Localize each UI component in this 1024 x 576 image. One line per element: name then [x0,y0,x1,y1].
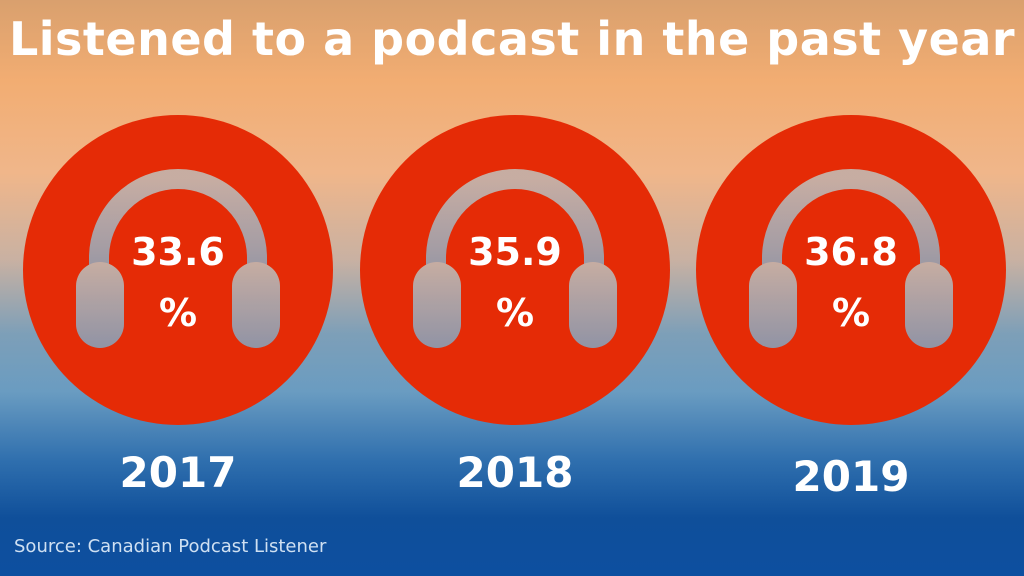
value-badge-2019: 36.8% 2019 [696,115,1006,501]
headphone-band [426,169,604,298]
chart-title: Listened to a podcast in the past year [8,12,1016,66]
headphones-icon [749,169,953,348]
value-label: 36.8 [804,230,898,274]
value-badge-2017: 33.6% 2017 [23,115,333,497]
headphone-left-cup [76,262,124,348]
category-label: 2018 [457,448,574,497]
value-unit: % [832,291,870,335]
headphones-icon [76,169,280,348]
category-label: 2017 [120,448,237,497]
headphone-band [762,169,940,298]
headphone-left-cup [749,262,797,348]
value-unit: % [496,291,534,335]
headphones-icon [413,169,617,348]
headphone-band [89,169,267,298]
headphone-left-cup [413,262,461,348]
category-label: 2019 [793,452,910,501]
headphone-right-cup [905,262,953,348]
value-label: 35.9 [468,230,562,274]
value-badge-2018: 35.9% 2018 [360,115,670,497]
headphone-right-cup [569,262,617,348]
value-unit: % [159,291,197,335]
value-label: 33.6 [131,230,225,274]
source-note: Source: Canadian Podcast Listener [14,536,327,557]
headphone-right-cup [232,262,280,348]
